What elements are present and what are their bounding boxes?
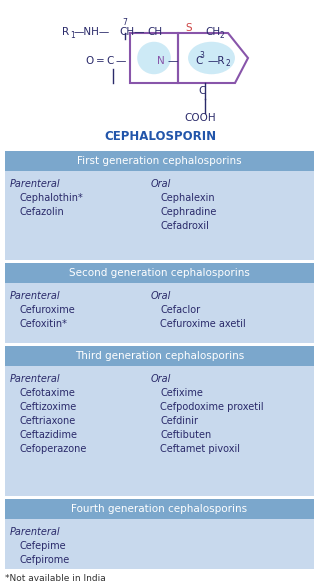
Text: C: C <box>106 56 113 66</box>
Text: Cefoperazone: Cefoperazone <box>20 444 87 454</box>
Text: N: N <box>157 56 165 66</box>
Text: Cefazolin: Cefazolin <box>20 207 65 217</box>
Text: Parenteral: Parenteral <box>10 374 61 384</box>
Text: Oral: Oral <box>150 374 171 384</box>
Text: Cefdinir: Cefdinir <box>160 416 198 426</box>
FancyBboxPatch shape <box>5 263 314 283</box>
Text: Cefoxitin*: Cefoxitin* <box>20 319 68 329</box>
FancyBboxPatch shape <box>5 519 314 569</box>
Text: Ceftriaxone: Ceftriaxone <box>20 416 76 426</box>
Text: S: S <box>185 23 192 33</box>
Text: Oral: Oral <box>150 291 171 301</box>
Text: Cefepime: Cefepime <box>20 541 67 551</box>
Text: C: C <box>195 56 202 66</box>
Text: Ceftazidime: Ceftazidime <box>20 430 78 440</box>
FancyBboxPatch shape <box>5 499 314 519</box>
Text: First generation cephalosporins: First generation cephalosporins <box>77 156 242 166</box>
Text: Oral: Oral <box>150 179 171 189</box>
Text: Cephradine: Cephradine <box>160 207 217 217</box>
Text: CH: CH <box>147 27 162 37</box>
Text: 3: 3 <box>199 52 204 60</box>
Text: =: = <box>96 56 105 66</box>
Text: —R: —R <box>207 56 225 66</box>
Text: Cephalexin: Cephalexin <box>160 193 215 203</box>
FancyBboxPatch shape <box>5 171 314 260</box>
Text: C: C <box>198 86 205 96</box>
Text: Ceftamet pivoxil: Ceftamet pivoxil <box>160 444 240 454</box>
FancyBboxPatch shape <box>5 283 314 343</box>
Ellipse shape <box>137 42 171 74</box>
Text: Parenteral: Parenteral <box>10 179 61 189</box>
Text: CH—: CH— <box>119 27 145 37</box>
Text: 7: 7 <box>122 18 127 27</box>
Text: *Not available in India: *Not available in India <box>5 574 106 581</box>
Text: 2: 2 <box>220 30 225 40</box>
Text: 1: 1 <box>70 30 75 40</box>
Text: Cefuroxime axetil: Cefuroxime axetil <box>160 319 246 329</box>
Text: Cefuroxime: Cefuroxime <box>20 305 76 315</box>
Text: Third generation cephalosporins: Third generation cephalosporins <box>75 351 244 361</box>
FancyBboxPatch shape <box>5 366 314 496</box>
Text: O: O <box>85 56 93 66</box>
Text: —: — <box>168 56 178 66</box>
Text: CH: CH <box>205 27 220 37</box>
Text: Ceftizoxime: Ceftizoxime <box>20 402 77 412</box>
Text: Parenteral: Parenteral <box>10 291 61 301</box>
Text: Fourth generation cephalosporins: Fourth generation cephalosporins <box>71 504 248 514</box>
Text: Cefpodoxime proxetil: Cefpodoxime proxetil <box>160 402 264 412</box>
Ellipse shape <box>188 42 235 74</box>
FancyBboxPatch shape <box>5 346 314 366</box>
Text: Parenteral: Parenteral <box>10 527 61 537</box>
Text: —: — <box>116 56 126 66</box>
FancyBboxPatch shape <box>5 151 314 171</box>
Text: —NH—: —NH— <box>74 27 110 37</box>
Text: COOH: COOH <box>184 113 216 123</box>
Text: Cefaclor: Cefaclor <box>160 305 200 315</box>
Text: Cefpirome: Cefpirome <box>20 555 70 565</box>
Text: Cephalothin*: Cephalothin* <box>20 193 84 203</box>
Text: Cefixime: Cefixime <box>160 388 203 398</box>
Text: R: R <box>62 27 69 37</box>
Text: Ceftibuten: Ceftibuten <box>160 430 211 440</box>
Text: CEPHALOSPORIN: CEPHALOSPORIN <box>104 130 216 142</box>
Text: Second generation cephalosporins: Second generation cephalosporins <box>69 268 250 278</box>
Text: 2: 2 <box>225 59 230 69</box>
Text: Cefadroxil: Cefadroxil <box>160 221 209 231</box>
Text: Cefotaxime: Cefotaxime <box>20 388 76 398</box>
